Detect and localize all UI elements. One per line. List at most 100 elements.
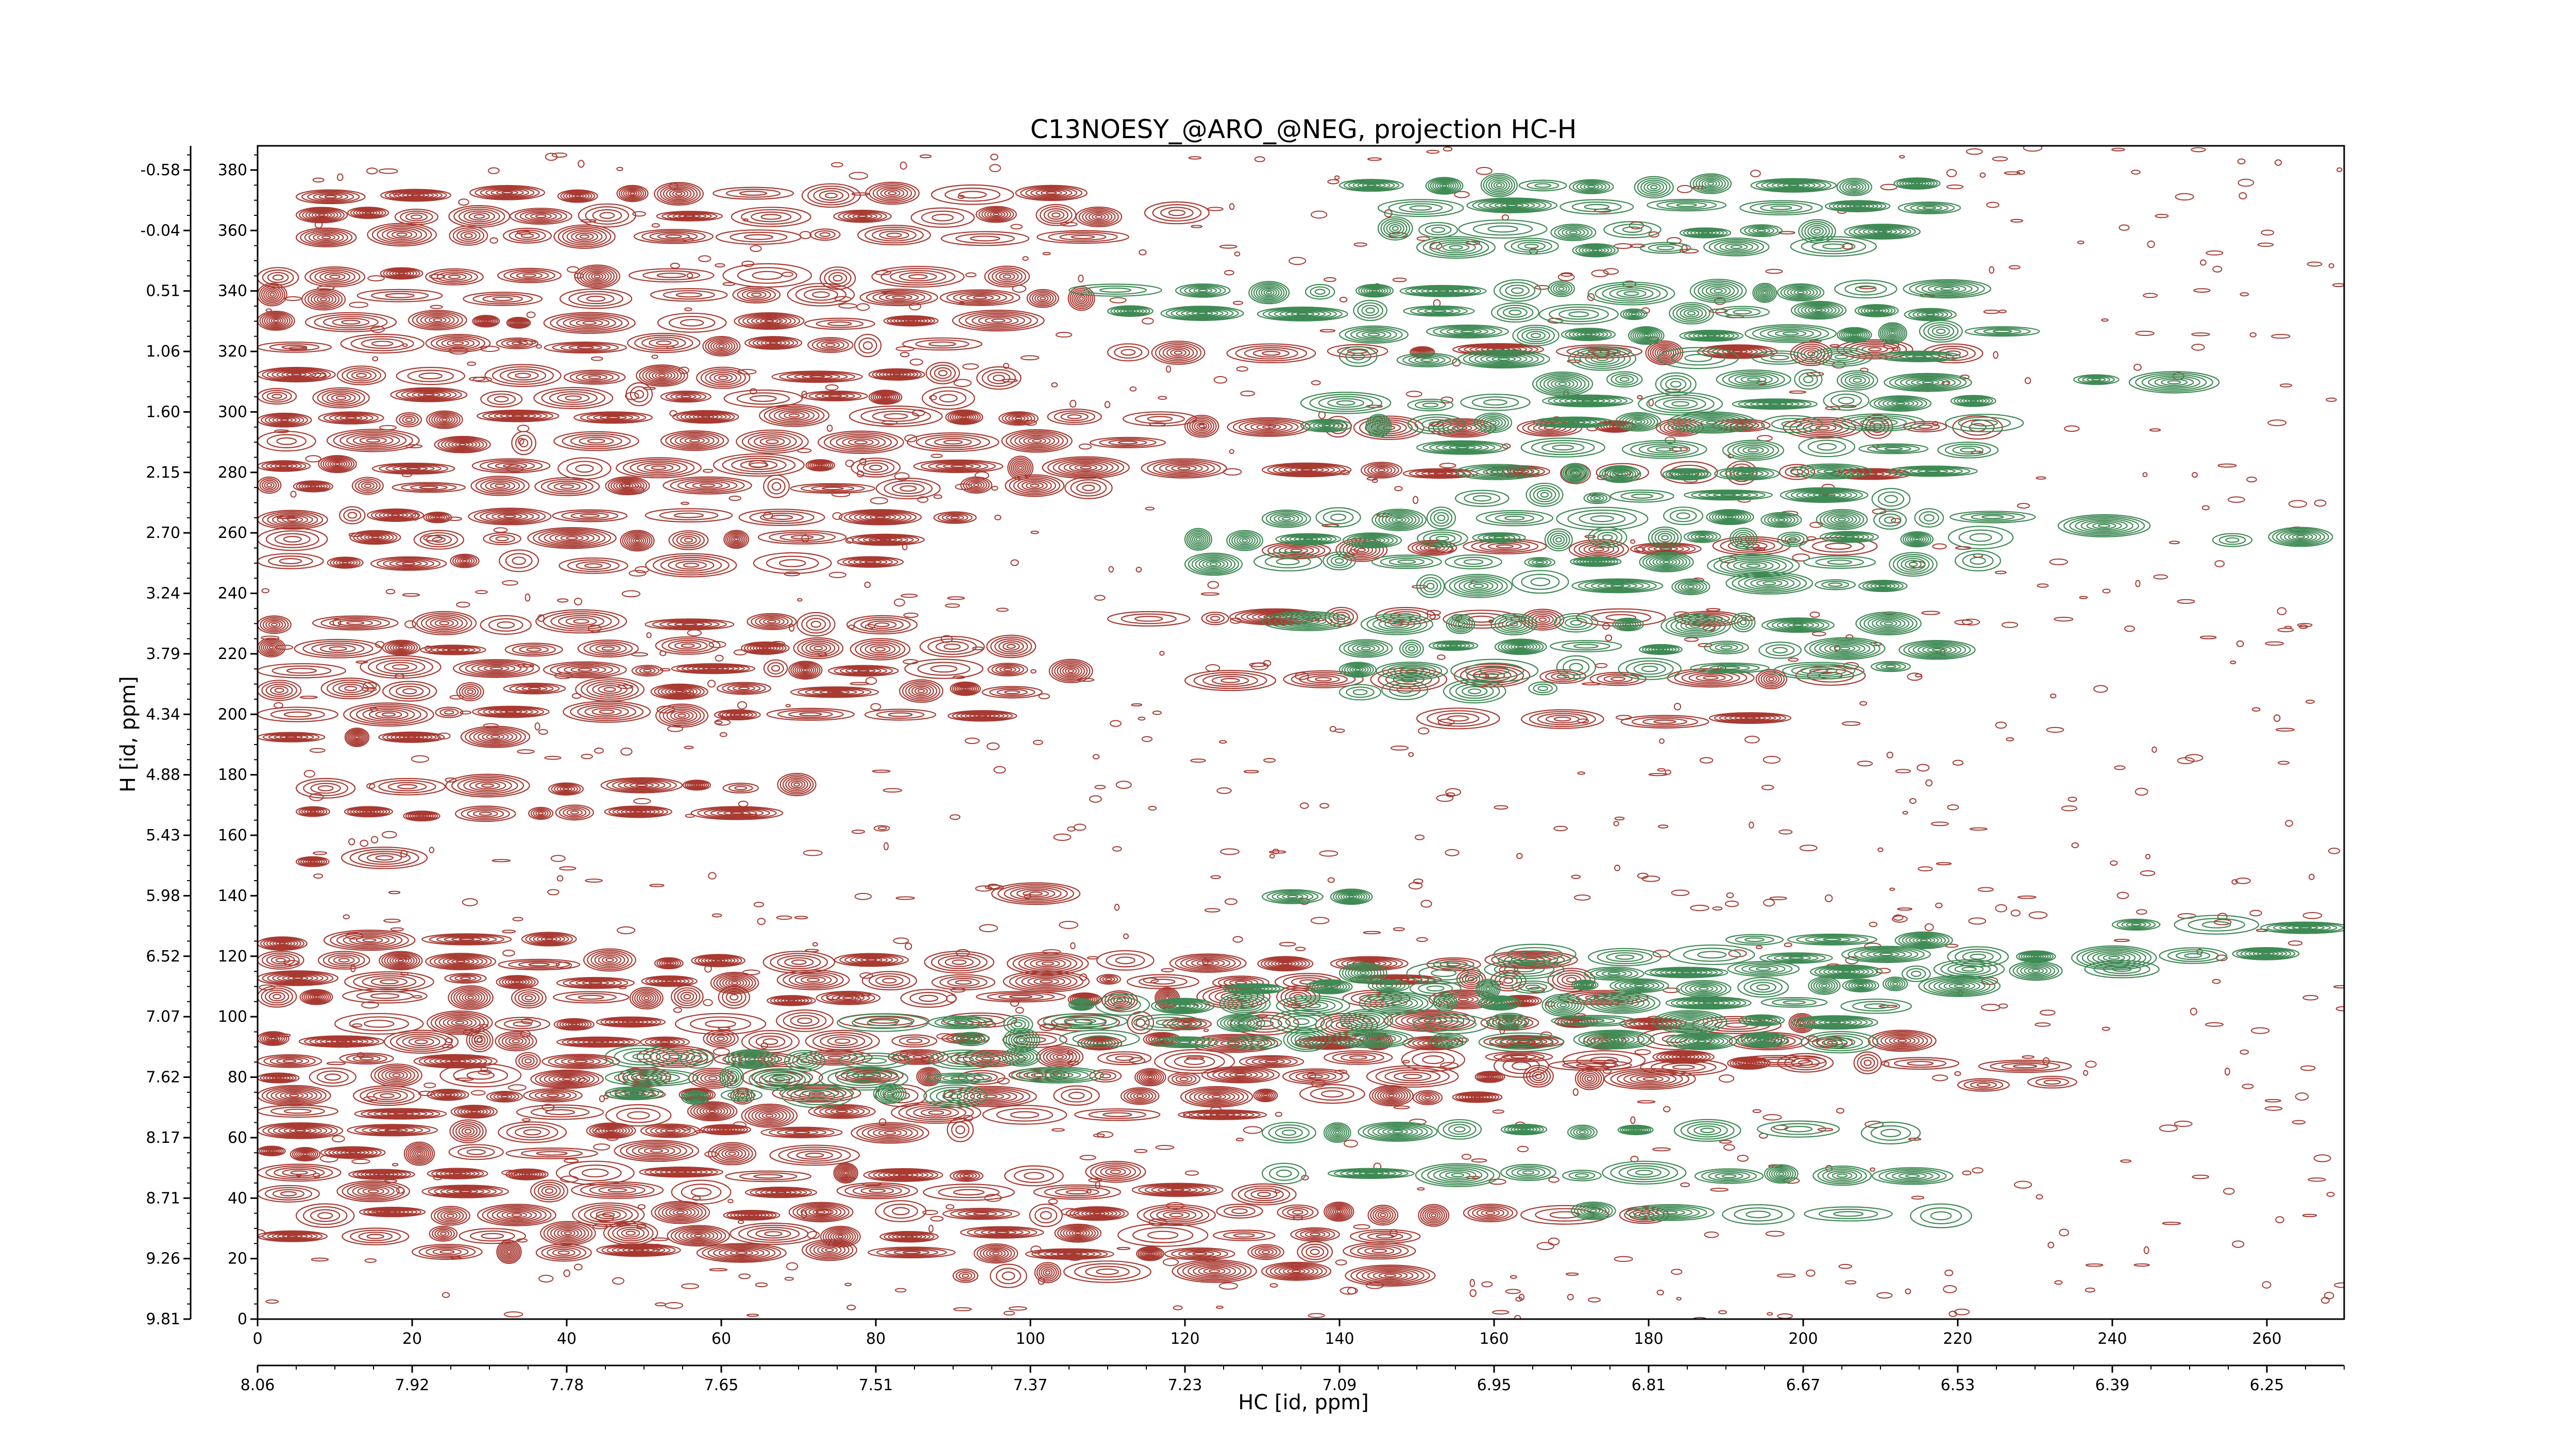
contour-peak	[1270, 959, 1300, 968]
contour-peak	[530, 213, 552, 220]
contour-peak	[725, 531, 748, 548]
contour-peak	[303, 991, 329, 1003]
contour-peak	[842, 436, 880, 448]
contour-peak	[818, 464, 823, 467]
contour-peak	[767, 619, 777, 624]
contour-peak	[589, 1185, 646, 1196]
contour-peak	[1120, 1087, 1160, 1105]
contour-peak	[1264, 1059, 1279, 1064]
contour-peak	[1332, 1052, 1384, 1064]
contour-peak	[863, 1168, 943, 1182]
noise-contour	[1445, 849, 1460, 856]
noise-contour	[1165, 365, 1172, 373]
contour-peak	[1137, 1204, 1216, 1226]
noise-contour	[692, 1195, 701, 1201]
noise-contour	[1893, 914, 1904, 921]
contour-peak	[1105, 1168, 1126, 1176]
noise-contour	[2214, 560, 2225, 567]
contour-peak	[261, 952, 300, 968]
noise-contour	[1204, 1256, 1217, 1262]
contour-peak	[439, 1058, 472, 1065]
contour-peak	[898, 1103, 974, 1122]
contour-peak	[480, 510, 540, 523]
noise-contour	[1030, 1245, 1042, 1254]
contour-peak	[319, 271, 351, 282]
contour-peak	[951, 1121, 970, 1139]
noise-contour	[1704, 1231, 1719, 1238]
contour-peak	[1760, 672, 1783, 686]
contour-peak	[472, 293, 533, 305]
noise-contour	[874, 270, 892, 276]
contour-peak	[543, 312, 636, 334]
contour-peak	[931, 974, 995, 991]
noise-contour	[1412, 585, 1427, 589]
contour-peak	[458, 1125, 478, 1138]
noise-contour	[1763, 899, 1775, 907]
contour-peak	[689, 438, 700, 443]
noise-contour	[1536, 1242, 1555, 1251]
contour-peak	[1527, 181, 1560, 190]
noise-contour	[578, 1077, 588, 1084]
noise-contour	[963, 1115, 974, 1122]
noise-contour	[1311, 210, 1328, 219]
contour-peak	[1642, 1076, 1657, 1081]
contour-peak	[1102, 976, 1115, 983]
noise-contour	[1979, 172, 1986, 178]
contour-peak	[496, 975, 539, 989]
contour-peak	[1422, 1055, 1445, 1065]
contour-peak	[1060, 412, 1089, 421]
contour-peak	[791, 959, 807, 965]
contour-peak	[737, 1212, 767, 1219]
contour-peak	[1916, 205, 1943, 211]
contour-peak	[495, 536, 509, 542]
contour-peak	[1273, 464, 1341, 476]
contour-peak	[1060, 1226, 1096, 1241]
contour-peak	[1005, 413, 1032, 424]
noise-contour	[1148, 805, 1157, 811]
noise-contour	[1602, 622, 1610, 630]
contour-peak	[586, 295, 606, 302]
contour-peak	[1841, 203, 1874, 210]
contour-peak	[760, 1126, 843, 1138]
contour-peak	[973, 1212, 990, 1216]
noise-contour	[1012, 284, 1027, 293]
noise-contour	[1875, 968, 1891, 974]
contour-peak	[872, 184, 912, 202]
contour-peak	[334, 462, 341, 466]
contour-peak	[266, 483, 273, 487]
contour-peak	[1675, 425, 1685, 430]
noise-contour	[1946, 184, 1964, 190]
contour-peak	[1021, 480, 1048, 491]
noise-contour	[1481, 1281, 1493, 1288]
contour-peak	[298, 857, 328, 867]
contour-peak	[921, 386, 975, 410]
contour-peak	[1893, 1037, 1911, 1044]
contour-peak	[350, 807, 387, 816]
contour-peak	[1483, 175, 1515, 196]
contour-peak	[629, 809, 648, 814]
contour-peak	[431, 413, 458, 427]
noise-contour	[2240, 1049, 2249, 1055]
contour-peak	[947, 410, 981, 424]
contour-peak	[560, 484, 574, 489]
contour-peak	[777, 955, 821, 970]
contour-peak	[558, 557, 629, 574]
contour-peak	[258, 637, 286, 657]
contour-peak	[554, 1056, 607, 1067]
contour-peak	[528, 806, 554, 820]
noise-contour	[715, 654, 724, 662]
noise-contour	[1762, 1114, 1782, 1121]
contour-peak	[662, 211, 718, 221]
contour-peak	[1402, 1073, 1422, 1079]
contour-peak	[267, 291, 277, 298]
noise-contour	[2143, 293, 2158, 298]
contour-peak	[702, 1244, 782, 1262]
contour-peak	[837, 556, 904, 568]
contour-peak	[1467, 1094, 1487, 1100]
contour-peak	[395, 271, 409, 276]
noise-contour	[670, 262, 680, 269]
contour-peak	[607, 477, 648, 495]
contour-peak	[651, 465, 667, 470]
contour-peak	[1778, 464, 1816, 480]
contour-peak	[339, 1052, 394, 1065]
